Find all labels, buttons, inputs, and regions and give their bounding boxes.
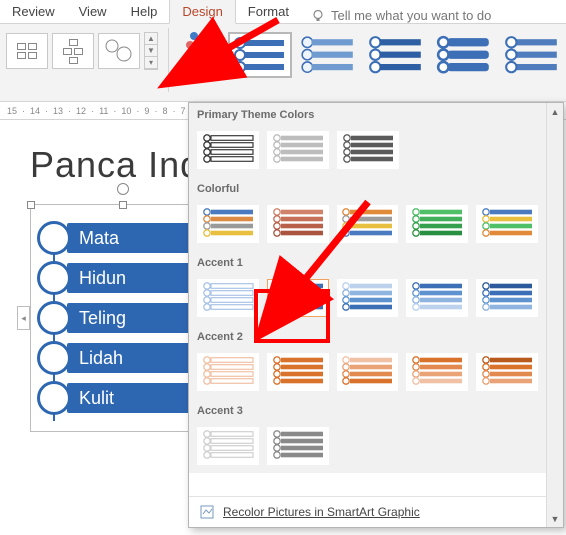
- ruler-mark: 13: [52, 106, 64, 116]
- change-colors-icon: [184, 30, 214, 54]
- separator: [168, 28, 169, 92]
- rotation-handle[interactable]: [117, 183, 129, 195]
- ruler-mark: 15: [6, 106, 18, 116]
- color-swatch[interactable]: [197, 279, 259, 317]
- ruler-mark: 14: [29, 106, 41, 116]
- swatch-row: [189, 273, 546, 325]
- resize-handle-tm[interactable]: [119, 201, 127, 209]
- ruler-mark: ·: [44, 106, 49, 116]
- tab-format[interactable]: Format: [236, 0, 301, 23]
- tell-me-search[interactable]: Tell me what you want to do: [301, 8, 501, 23]
- change-colors-label1: Change: [175, 56, 224, 68]
- tab-review[interactable]: Review: [0, 0, 67, 23]
- recolor-icon: [199, 504, 215, 520]
- text-pane-toggle[interactable]: ◂: [17, 306, 30, 330]
- scroll-up-icon[interactable]: ▲: [547, 103, 563, 120]
- color-swatch[interactable]: [476, 353, 538, 391]
- chevron-down-icon: ▼: [213, 70, 221, 79]
- ruler-mark: 8: [161, 106, 168, 116]
- smartart-node-circle: [37, 341, 71, 375]
- color-swatch[interactable]: [197, 353, 259, 391]
- color-swatch[interactable]: [476, 279, 538, 317]
- resize-handle-tl[interactable]: [27, 201, 35, 209]
- swatch-row: [189, 347, 546, 399]
- ruler-mark: ·: [153, 106, 158, 116]
- tab-view[interactable]: View: [67, 0, 119, 23]
- color-swatch[interactable]: [267, 279, 329, 317]
- ribbon-tabs: Review View Help Design Format Tell me w…: [0, 0, 566, 24]
- scroll-down-icon[interactable]: ▼: [547, 510, 563, 527]
- smartart-node-circle: [37, 221, 71, 255]
- style-thumb-3[interactable]: [364, 32, 428, 78]
- smartart-styles-gallery: [226, 28, 566, 82]
- color-swatch[interactable]: [197, 427, 259, 465]
- color-swatch[interactable]: [197, 205, 259, 243]
- smartart-node-bar: Lidah: [67, 343, 197, 373]
- color-swatch[interactable]: [337, 205, 399, 243]
- color-swatch[interactable]: [267, 131, 329, 169]
- ruler-mark: ·: [171, 106, 176, 116]
- ruler-mark: 7: [179, 106, 186, 116]
- ruler-mark: ·: [112, 106, 117, 116]
- tab-design[interactable]: Design: [169, 0, 235, 24]
- style-thumb-5[interactable]: [500, 32, 564, 78]
- dropdown-section-label: Colorful: [189, 177, 546, 199]
- smartart-node-bar: Teling: [67, 303, 197, 333]
- color-swatch[interactable]: [267, 353, 329, 391]
- color-swatch[interactable]: [337, 353, 399, 391]
- dropdown-section-label: Accent 2: [189, 325, 546, 347]
- smartart-node-circle: [37, 381, 71, 415]
- change-colors-label2: Colors: [178, 68, 210, 80]
- ruler-mark: ·: [90, 106, 95, 116]
- style-thumb-1[interactable]: [228, 32, 292, 78]
- smartart-node-circle: [37, 261, 71, 295]
- change-colors-button[interactable]: Change Colors ▼: [173, 28, 226, 82]
- smartart-node-bar: Hidun: [67, 263, 197, 293]
- layout-thumb-1[interactable]: [6, 33, 48, 69]
- dropdown-scrollbar[interactable]: ▲ ▼: [546, 103, 563, 527]
- smartart-node-bar: Mata: [67, 223, 197, 253]
- swatch-row: [189, 421, 546, 473]
- layout-thumb-2[interactable]: [52, 33, 94, 69]
- recolor-link[interactable]: Recolor Pictures in SmartArt Graphic: [223, 505, 420, 519]
- smartart-node-bar: Kulit: [67, 383, 197, 413]
- color-swatch[interactable]: [406, 205, 468, 243]
- ruler-mark: 11: [98, 106, 109, 116]
- spinner-down-icon[interactable]: ▼: [145, 45, 157, 57]
- ruler-mark: 10: [120, 106, 132, 116]
- color-swatch[interactable]: [197, 131, 259, 169]
- tab-help[interactable]: Help: [119, 0, 170, 23]
- style-thumb-4[interactable]: [432, 32, 496, 78]
- color-swatch[interactable]: [476, 205, 538, 243]
- layout-thumb-3[interactable]: [98, 33, 140, 69]
- layouts-gallery: ▲ ▼ ▾: [0, 28, 164, 74]
- dropdown-section-label: Accent 3: [189, 399, 546, 421]
- dropdown-section-label: Accent 1: [189, 251, 546, 273]
- spinner-more-icon[interactable]: ▾: [145, 57, 157, 69]
- bulb-icon: [311, 9, 325, 23]
- ruler-mark: ·: [135, 106, 140, 116]
- layouts-spinner[interactable]: ▲ ▼ ▾: [144, 32, 158, 70]
- color-swatch[interactable]: [406, 279, 468, 317]
- color-swatch[interactable]: [337, 279, 399, 317]
- ribbon-body: ▲ ▼ ▾ Change Colors ▼: [0, 24, 566, 102]
- ruler-mark: ·: [21, 106, 26, 116]
- color-swatch[interactable]: [406, 353, 468, 391]
- smartart-node-circle: [37, 301, 71, 335]
- ruler-mark: 9: [143, 106, 150, 116]
- color-swatch[interactable]: [267, 427, 329, 465]
- spinner-up-icon[interactable]: ▲: [145, 33, 157, 45]
- style-preview-icon: [230, 34, 290, 76]
- style-thumb-2[interactable]: [296, 32, 360, 78]
- dropdown-section-label: Primary Theme Colors: [189, 103, 546, 125]
- color-swatch[interactable]: [267, 205, 329, 243]
- dropdown-footer[interactable]: Recolor Pictures in SmartArt Graphic: [189, 496, 563, 527]
- change-colors-dropdown: Primary Theme Colors Colorful Accent 1 Acce…: [188, 102, 564, 528]
- ruler-mark: ·: [67, 106, 72, 116]
- tell-me-placeholder: Tell me what you want to do: [331, 8, 491, 23]
- ruler-mark: 12: [75, 106, 87, 116]
- swatch-row: [189, 125, 546, 177]
- swatch-row: [189, 199, 546, 251]
- color-swatch[interactable]: [337, 131, 399, 169]
